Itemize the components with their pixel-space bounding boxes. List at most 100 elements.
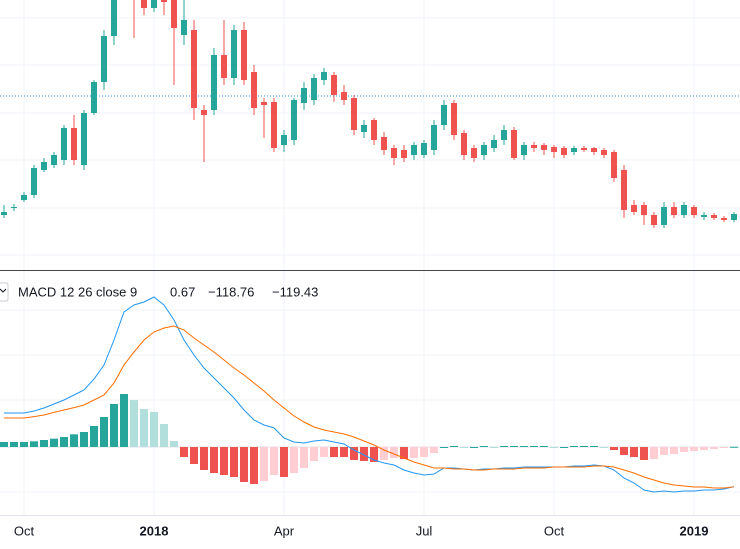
histogram-bar — [380, 447, 388, 460]
candle-body — [251, 72, 257, 108]
candle-body — [311, 78, 317, 100]
histogram-bar — [200, 447, 208, 470]
histogram-bar — [340, 447, 348, 457]
candle-body — [711, 215, 717, 218]
histogram-bar — [50, 438, 58, 447]
candle-body — [161, 0, 167, 2]
x-tick-label: Oct — [544, 523, 565, 538]
x-tick-label: Oct — [14, 523, 35, 538]
macd-line — [4, 296, 735, 493]
histogram-bar — [480, 446, 488, 447]
legend-toggle-icon — [0, 288, 7, 293]
histogram-bar — [440, 447, 448, 448]
candle-body — [701, 215, 707, 217]
histogram-bar — [460, 447, 468, 448]
candle-body — [151, 0, 157, 8]
candle-body — [401, 150, 407, 158]
candle-body — [631, 205, 637, 212]
candle-body — [351, 98, 357, 130]
grid — [0, 17, 740, 493]
legend-value: −119.43 — [272, 284, 318, 299]
histogram-bar — [150, 412, 158, 447]
histogram-bar — [280, 447, 288, 477]
legend-title: MACD 12 26 close 9 — [18, 284, 137, 299]
histogram-bar — [490, 447, 498, 448]
candle-body — [241, 30, 247, 80]
histogram-bar — [70, 434, 78, 447]
histogram-bar — [250, 447, 258, 484]
candle-body — [671, 207, 677, 215]
histogram-bar — [660, 447, 668, 455]
histogram-bar — [680, 447, 688, 452]
x-tick-label: Jul — [416, 523, 433, 538]
candle-body — [581, 148, 587, 150]
candle-body — [451, 103, 457, 135]
candle-body — [181, 20, 187, 35]
candle-body — [31, 168, 37, 195]
histogram-bar — [570, 446, 578, 447]
candle-body — [51, 155, 57, 165]
x-tick-label: 2019 — [680, 523, 709, 538]
candle-body — [571, 148, 577, 152]
candle-body — [731, 214, 737, 220]
candle-body — [681, 205, 687, 215]
histogram-bar — [540, 446, 548, 447]
candle-body — [201, 110, 207, 115]
legend-value: 0.67 — [170, 284, 195, 299]
histogram-bar — [240, 447, 248, 482]
candle-body — [61, 128, 67, 160]
candle-body — [331, 75, 337, 95]
macd-pane — [0, 296, 738, 493]
candle-body — [691, 207, 697, 215]
histogram-bar — [600, 447, 608, 448]
candle-body — [611, 152, 617, 178]
candle-body — [371, 120, 377, 140]
histogram-bar — [700, 447, 708, 450]
legend-toggle[interactable] — [0, 282, 9, 302]
histogram-bar — [80, 432, 88, 447]
histogram-bar — [710, 447, 718, 449]
candle-body — [321, 72, 327, 80]
histogram-bar — [310, 447, 318, 461]
candle-body — [141, 0, 147, 8]
histogram-bar — [120, 394, 128, 447]
histogram-bar — [210, 447, 218, 473]
candle-body — [441, 105, 447, 125]
histogram-bar — [330, 447, 338, 457]
candle-body — [341, 92, 347, 100]
histogram-bar — [230, 447, 238, 477]
histogram-bar — [350, 447, 358, 460]
histogram-bar — [10, 442, 18, 447]
candle-body — [521, 145, 527, 155]
x-axis-labels: Oct 2018 Apr Jul Oct 2019 — [14, 523, 709, 538]
histogram-bar — [320, 447, 328, 457]
histogram-bar — [180, 447, 188, 457]
candle-body — [721, 218, 727, 220]
candle-body — [661, 207, 667, 225]
candle-body — [361, 125, 367, 132]
candle-body — [621, 170, 627, 210]
histogram-bar — [450, 446, 458, 447]
candle-body — [591, 148, 597, 152]
histogram-bar — [410, 447, 418, 458]
histogram-bar — [160, 424, 168, 447]
histogram-bar — [510, 446, 518, 447]
histogram-bar — [260, 447, 268, 481]
histogram-bar — [390, 447, 398, 458]
legend: MACD 12 26 close 9 0.67 −118.76 −119.43 — [0, 282, 318, 302]
histogram-bar — [470, 447, 478, 448]
histogram-bar — [690, 447, 698, 451]
candle-body — [191, 30, 197, 108]
candle-body — [531, 145, 537, 148]
histogram-bar — [190, 447, 198, 464]
candles — [1, 0, 737, 228]
histogram-bar — [40, 440, 48, 447]
histogram-bar — [620, 447, 628, 455]
histogram-bar — [100, 417, 108, 447]
histogram-bar — [720, 447, 728, 448]
candle-body — [101, 36, 107, 82]
candle-body — [71, 128, 77, 160]
histogram-bar — [550, 447, 558, 448]
histogram-bar — [400, 447, 408, 459]
